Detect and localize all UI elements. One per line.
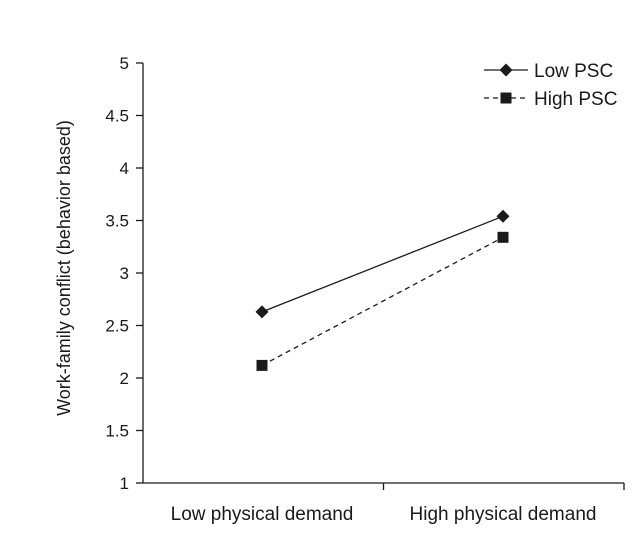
legend-label: High PSC (534, 89, 617, 110)
legend-label: Low PSC (534, 61, 613, 82)
series-low-psc (255, 209, 510, 319)
series-layer (255, 209, 510, 371)
y-tick-label: 1 (120, 474, 129, 493)
y-tick-label: 5 (120, 54, 129, 73)
x-ticks: Low physical demand High physical demand (171, 483, 625, 525)
legend-item: High PSC (484, 89, 617, 110)
y-axis: 1 1.5 2 2.5 3 3.5 4 4.5 5 (105, 54, 144, 493)
data-point (255, 305, 269, 319)
x-axis: Low physical demand High physical demand (143, 482, 625, 525)
series-line (261, 215, 504, 313)
y-axis-title: Work-family conflict (behavior based) (54, 120, 74, 416)
y-tick-label: 3 (120, 264, 129, 283)
y-tick-label: 2 (120, 369, 129, 388)
data-point (497, 231, 509, 243)
legend: Low PSC High PSC (484, 61, 617, 110)
series-line (261, 236, 504, 366)
legend-marker (500, 92, 512, 104)
x-category-label: Low physical demand (171, 504, 354, 525)
y-ticks: 1 1.5 2 2.5 3 3.5 4 4.5 5 (105, 54, 143, 493)
x-category-label: High physical demand (410, 504, 597, 525)
y-tick-label: 2.5 (105, 317, 129, 336)
series-high-psc (256, 231, 509, 371)
data-point (256, 359, 268, 371)
y-tick-label: 4 (120, 159, 129, 178)
data-point (496, 209, 510, 223)
y-tick-label: 3.5 (105, 212, 129, 231)
y-tick-label: 1.5 (105, 422, 129, 441)
legend-marker (499, 63, 513, 77)
y-tick-label: 4.5 (105, 107, 129, 126)
legend-item: Low PSC (484, 61, 613, 82)
